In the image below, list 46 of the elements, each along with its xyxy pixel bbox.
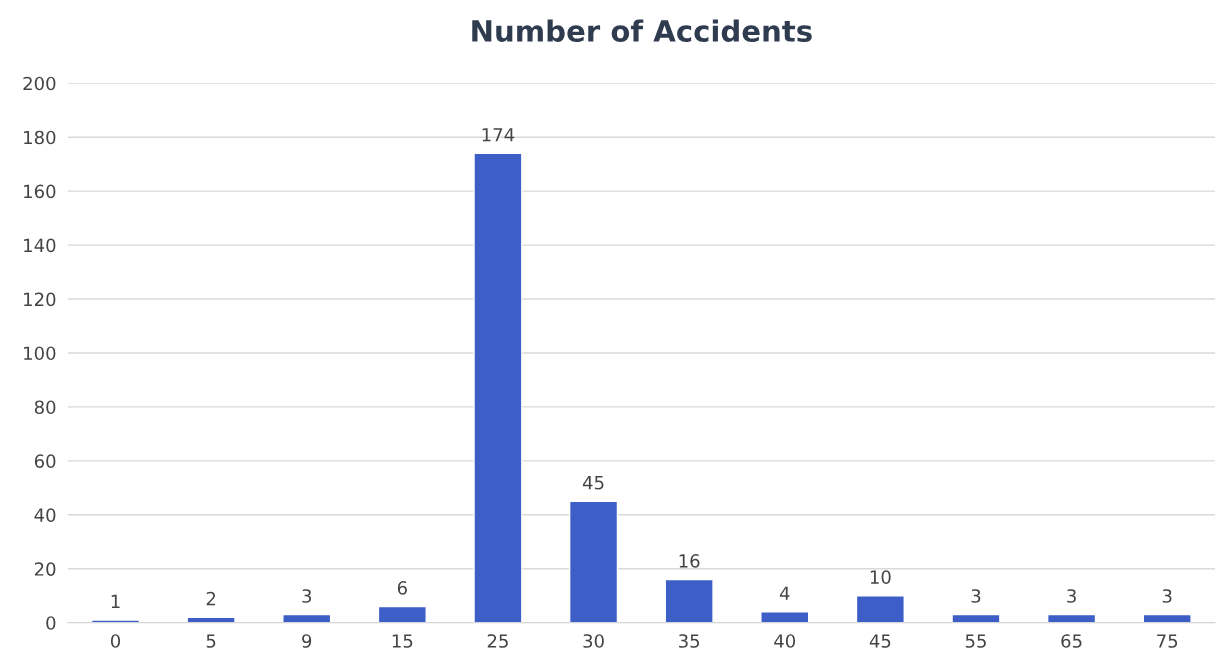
data-label: 174 [482,128,515,142]
x-tick-label: 15 [392,634,413,648]
x-tick-label: 45 [869,634,891,648]
bar [760,611,810,623]
bar [377,605,427,623]
x-tick-label: 65 [1061,634,1082,648]
data-label: 6 [397,581,407,595]
y-tick-label: 80 [34,400,56,415]
y-tick-label: 120 [24,292,56,307]
y-tick-label: 100 [24,346,56,361]
x-tick-label: 25 [487,634,508,648]
chart-title: Number of Accidents [472,19,812,42]
bar [1046,613,1097,623]
bar [1142,613,1192,623]
x-tick-label: 35 [679,634,700,648]
x-tick-label: 55 [965,634,986,648]
y-tick-label: 40 [34,508,56,522]
y-tick-label: 0 [46,616,56,630]
data-label: 3 [302,589,312,603]
x-tick-label: 5 [206,634,216,648]
data-label: 4 [779,586,790,600]
data-label: 1 [111,594,120,608]
data-label: 3 [971,589,981,603]
bar [855,595,905,623]
data-label: 2 [206,591,216,606]
bar [282,613,332,623]
data-label: 45 [582,476,604,490]
x-tick-label: 9 [302,634,312,648]
data-label: 3 [1067,589,1076,603]
bar [951,613,1001,623]
y-tick-label: 200 [23,76,56,91]
y-tick-label: 140 [24,238,56,253]
x-tick-label: 0 [110,634,121,648]
data-label: 16 [679,554,700,568]
y-tick-label: 60 [34,454,56,468]
data-label: 3 [1162,589,1172,603]
y-tick-label: 20 [34,562,56,576]
bar [473,152,523,623]
data-label: 10 [870,570,891,584]
x-tick-label: 40 [774,634,796,648]
x-tick-label: 30 [583,634,604,648]
bar [664,578,714,623]
x-tick-label: 75 [1157,634,1178,648]
y-tick-label: 180 [24,130,56,145]
y-tick-label: 160 [24,184,56,199]
bar [568,500,619,623]
